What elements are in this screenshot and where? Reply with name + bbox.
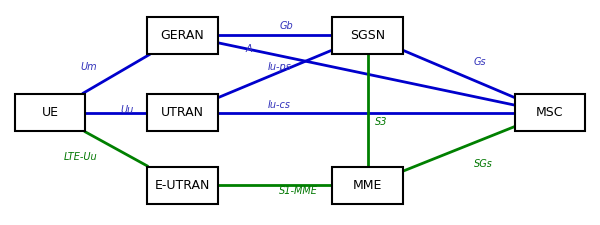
Text: GERAN: GERAN: [161, 29, 204, 42]
Text: LTE-Uu: LTE-Uu: [64, 152, 97, 162]
Text: SGSN: SGSN: [350, 29, 385, 42]
FancyBboxPatch shape: [515, 94, 585, 131]
Text: A: A: [246, 44, 253, 54]
Text: SGs: SGs: [473, 159, 493, 169]
FancyBboxPatch shape: [332, 17, 403, 54]
Text: UTRAN: UTRAN: [161, 106, 204, 119]
Text: MME: MME: [353, 179, 382, 192]
Text: Uu: Uu: [121, 105, 134, 115]
Text: Gs: Gs: [473, 57, 486, 67]
Text: MSC: MSC: [536, 106, 563, 119]
Text: S1-MME: S1-MME: [280, 186, 318, 196]
FancyBboxPatch shape: [15, 94, 85, 131]
Text: UE: UE: [41, 106, 59, 119]
Text: Gb: Gb: [280, 21, 293, 31]
Text: Um: Um: [80, 62, 97, 72]
Text: Iu-ps: Iu-ps: [268, 62, 292, 72]
FancyBboxPatch shape: [332, 166, 403, 204]
Text: S3: S3: [374, 117, 387, 127]
FancyBboxPatch shape: [147, 17, 218, 54]
Text: E-UTRAN: E-UTRAN: [155, 179, 210, 192]
Text: Iu-cs: Iu-cs: [268, 100, 290, 110]
FancyBboxPatch shape: [147, 94, 218, 131]
FancyBboxPatch shape: [147, 166, 218, 204]
